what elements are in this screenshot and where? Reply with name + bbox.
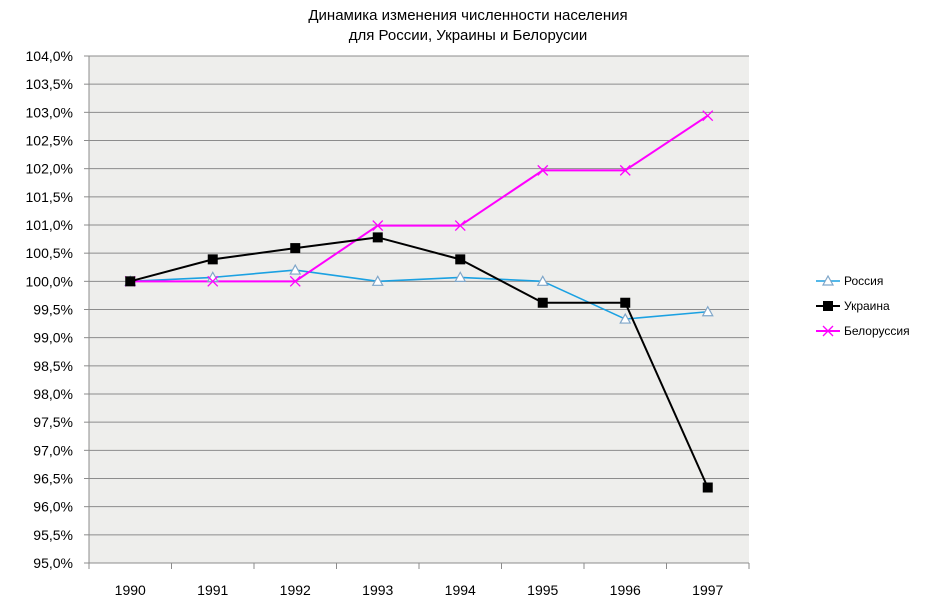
y-tick-label: 102,0% [26,161,73,177]
series-point [702,482,713,493]
y-tick-label: 98,5% [33,358,73,374]
series-point [372,220,384,232]
chart-title-line-1: Динамика изменения численности населения [308,7,628,24]
x-tick-label: 1990 [115,582,146,598]
legend-swatch-russia [816,274,840,286]
y-tick-label: 95,5% [33,527,73,543]
y-tick-label: 99,0% [33,330,73,346]
y-tick-label: 97,5% [33,414,73,430]
series-point [701,305,714,317]
y-tick-label: 95,0% [33,555,73,571]
x-tick-label: 1993 [362,582,393,598]
legend-label-russia: Россия [844,273,884,288]
series-line [130,269,708,320]
y-tick-label: 100,0% [26,273,73,289]
y-tick-label: 103,5% [26,76,73,92]
legend-item-ukraine: Украина [812,293,927,318]
series-point [537,164,549,176]
x-tick-label: 1996 [610,582,641,598]
series-line [129,236,709,488]
x-tick-label: 1997 [692,582,723,598]
y-tick-label: 100,5% [26,245,73,261]
y-tick-label: 101,5% [26,189,73,205]
series-point [702,110,714,122]
legend-item-belarus: Белоруссия [812,318,927,343]
series-point [619,164,631,176]
legend-item-russia: Россия [812,268,927,293]
series-point [207,254,218,265]
series-point [455,254,466,265]
y-tick-label: 103,0% [26,104,73,120]
legend-swatch-ukraine [816,300,840,311]
legend-label-belarus: Белоруссия [844,323,910,338]
legend-swatch-belarus [816,325,840,336]
series-point [290,243,301,254]
chart-title-line-2: для России, Украины и Белорусии [348,27,588,44]
y-tick-label: 96,0% [33,499,73,515]
series-line [130,114,709,283]
x-tick-label: 1991 [197,582,228,598]
series-point [537,297,548,308]
series-point [454,271,467,282]
chart-title: Динамика изменения численности населения… [188,6,748,46]
series-point [620,297,631,308]
chart-legend: Россия Украина Белоруссия [812,268,927,343]
legend-label-ukraine: Украина [844,298,890,313]
legend-marker [821,274,835,286]
series-point [619,312,632,324]
series-point [536,275,549,286]
series-point [372,232,383,243]
y-tick-label: 102,5% [26,133,73,149]
x-tick-label: 1992 [280,582,311,598]
y-tick-label: 96,5% [33,471,73,487]
series-point [454,220,466,232]
series-point [125,276,136,287]
x-tick-label: 1995 [527,582,558,598]
series-point [289,275,301,287]
y-tick-label: 104,0% [26,48,73,64]
legend-marker [823,300,833,311]
y-tick-label: 98,0% [33,386,73,402]
series-point [289,263,302,275]
legend-marker [822,325,834,336]
y-tick-label: 99,5% [33,302,73,318]
x-tick-label: 1994 [445,582,476,598]
y-tick-label: 97,0% [33,442,73,458]
series-point [371,275,384,286]
series-point [207,275,219,287]
y-tick-label: 101,0% [26,217,73,233]
